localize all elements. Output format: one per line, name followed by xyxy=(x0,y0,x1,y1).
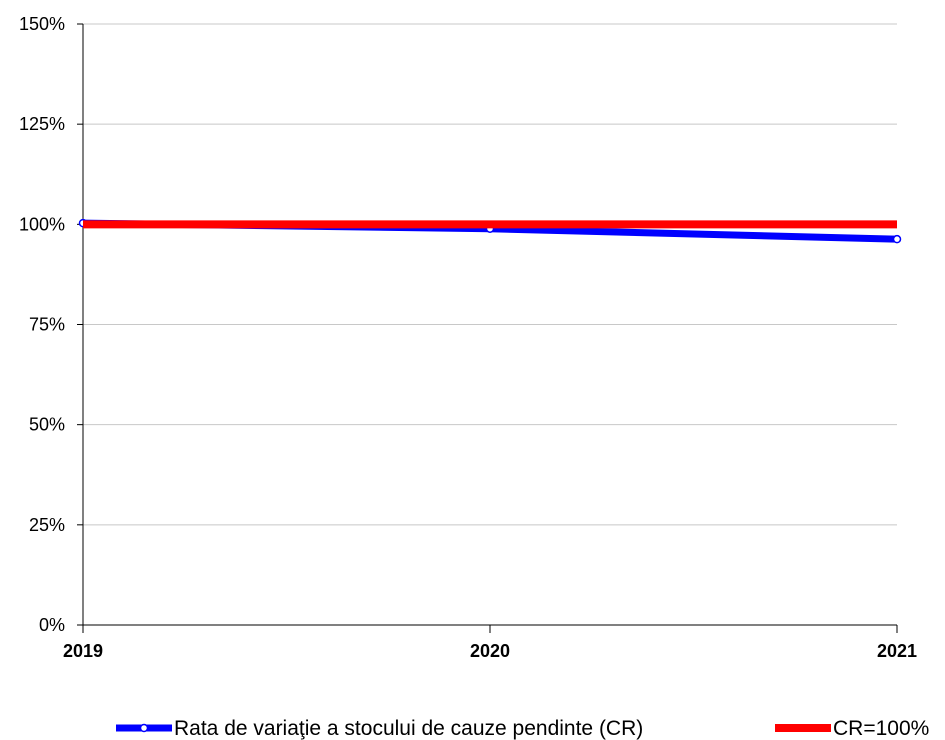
x-tick-label: 2019 xyxy=(63,641,103,661)
legend-label: CR=100% xyxy=(833,717,929,740)
y-tick-label: 100% xyxy=(19,214,65,234)
legend-marker-0 xyxy=(139,723,149,733)
y-tick-label: 125% xyxy=(19,114,65,134)
data-point xyxy=(892,234,902,244)
legend-label: Rata de variaţie a stocului de cauze pen… xyxy=(174,717,643,740)
x-tick-label: 2020 xyxy=(470,641,510,661)
y-tick-label: 150% xyxy=(19,14,65,34)
y-tick-label: 50% xyxy=(29,415,65,435)
y-tick-label: 25% xyxy=(29,515,65,535)
legend: Rata de variaţie a stocului de cauze pen… xyxy=(116,717,929,740)
gridlines xyxy=(83,23,897,526)
series-lines xyxy=(78,218,902,244)
y-tick-label: 0% xyxy=(39,615,65,635)
y-tick-labels: 0% 25% 50% 75% 100% 125% 150% xyxy=(19,14,65,635)
y-tick-label: 75% xyxy=(29,315,65,335)
axes xyxy=(77,23,898,633)
x-tick-labels: 2019 2020 2021 xyxy=(63,641,917,661)
x-tick-label: 2021 xyxy=(877,641,917,661)
